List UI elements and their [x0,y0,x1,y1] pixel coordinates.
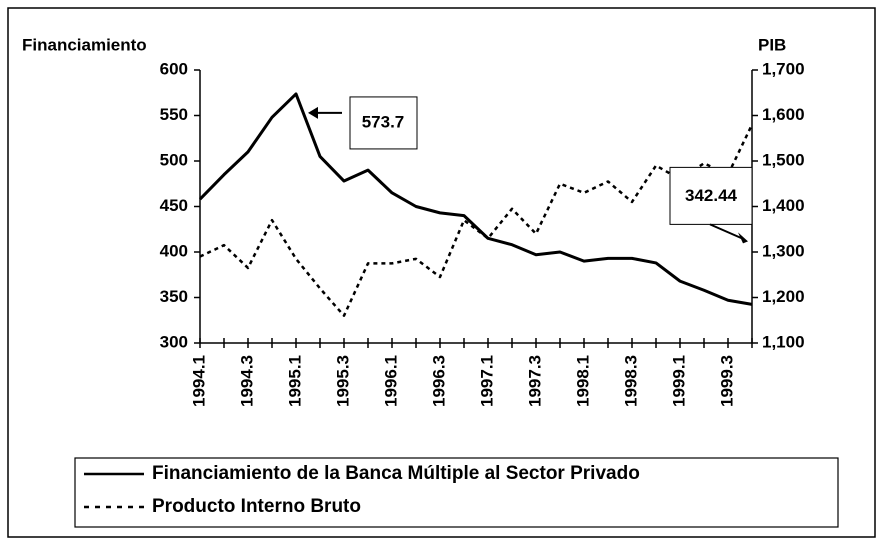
data-label: 573.7 [362,112,405,131]
arrow-head [738,232,748,244]
y2-axis-label: PIB [758,35,786,54]
x-tick-label: 1995.3 [333,355,352,407]
x-tick-label: 1996.1 [381,355,400,407]
y-tick-label: 350 [160,287,188,306]
x-tick-label: 1996.3 [429,355,448,407]
y-tick-label: 550 [160,105,188,124]
x-tick-label: 1999.3 [717,355,736,407]
y-tick-label: 400 [160,241,188,260]
y-tick-label: 300 [160,332,188,351]
arrow [709,223,743,240]
series-line [198,92,753,306]
y2-tick-label: 1,400 [762,196,805,215]
y2-tick-label: 1,500 [762,150,805,169]
arrow-head [308,106,318,119]
x-tick-label: 1994.1 [189,355,208,407]
frame [7,7,876,538]
data-label: 342.44 [685,186,738,205]
legend-box [74,457,839,528]
x-tick-label: 1998.3 [621,355,640,407]
y-axis-label: Financiamiento [22,35,147,54]
x-tick-label: 1997.1 [477,355,496,407]
y2-tick-label: 1,300 [762,241,805,260]
y2-tick-label: 1,600 [762,105,805,124]
x-tick-label: 1994.3 [237,355,256,407]
x-tick-label: 1999.1 [669,355,688,407]
y-tick-label: 600 [160,59,188,78]
x-tick-label: 1997.3 [525,355,544,407]
label-box [349,96,418,150]
x-tick-label: 1998.1 [573,355,592,407]
y-tick-label: 500 [160,150,188,169]
x-tick-label: 1995.1 [285,355,304,407]
y2-tick-label: 1,100 [762,332,805,351]
y2-tick-label: 1,700 [762,59,805,78]
y2-tick-label: 1,200 [762,287,805,306]
series-line [199,124,754,317]
y-tick-label: 450 [160,196,188,215]
label-box [669,166,753,225]
legend-label: Financiamiento de la Banca Múltiple al S… [152,463,640,484]
legend-label: Producto Interno Bruto [152,496,361,517]
